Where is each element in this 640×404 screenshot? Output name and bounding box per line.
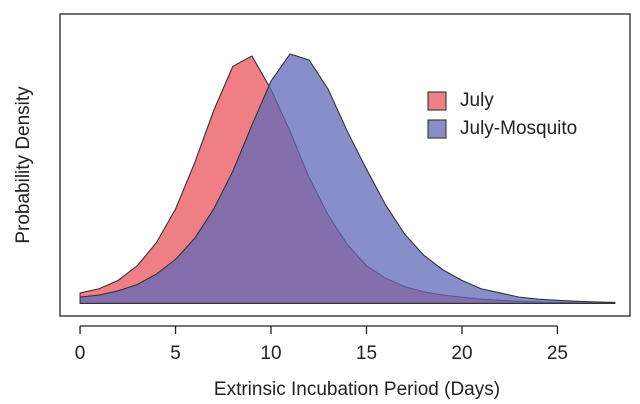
y-axis-label: Probability Density (13, 86, 34, 244)
legend-label: July (460, 90, 494, 111)
x-tick-label: 10 (260, 343, 281, 364)
density-area (79, 53, 616, 304)
legend-swatch (427, 119, 447, 139)
plot-frame (59, 13, 631, 317)
x-axis-label: Extrinsic Incubation Period (Days) (214, 379, 500, 400)
x-tick-label: 5 (170, 343, 181, 364)
x-tick-label: 15 (356, 343, 377, 364)
legend-swatch (427, 91, 447, 111)
x-tick-label: 25 (547, 343, 568, 364)
legend-label: July-Mosquito (460, 118, 577, 139)
x-tick-label: 0 (75, 343, 86, 364)
x-tick-label: 20 (451, 343, 472, 364)
